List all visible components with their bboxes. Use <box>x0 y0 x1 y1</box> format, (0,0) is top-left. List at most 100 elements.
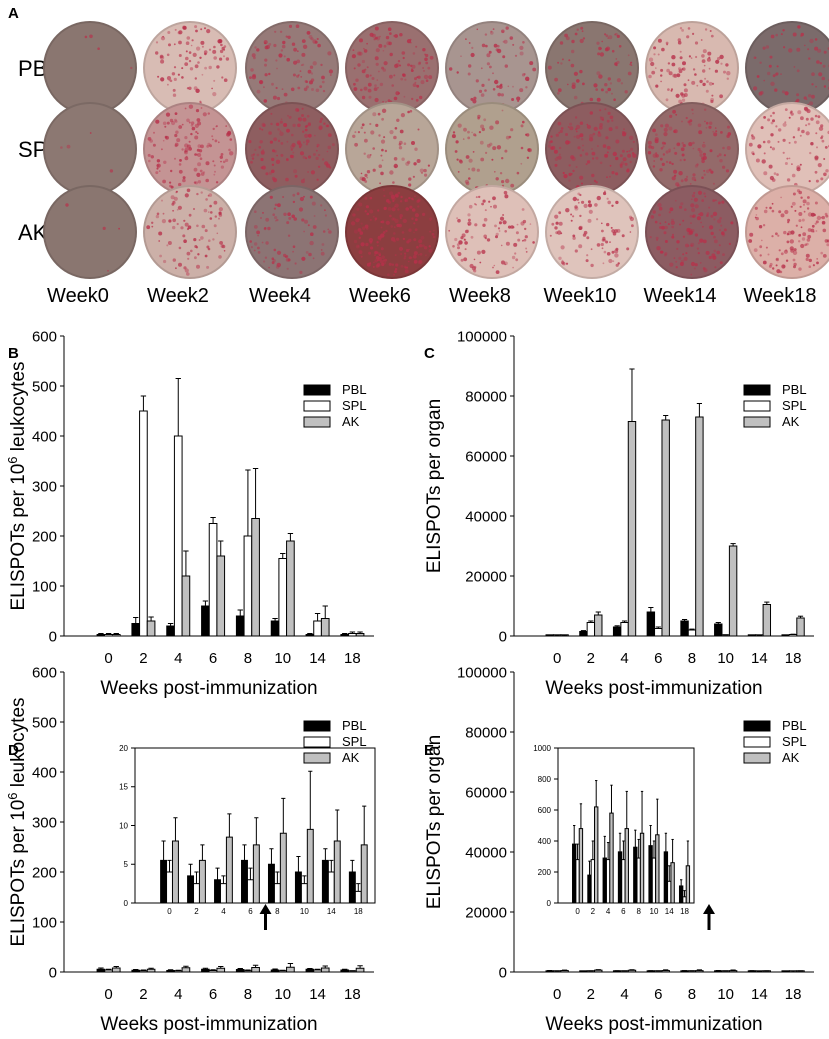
spot <box>822 228 827 233</box>
spot <box>197 180 202 184</box>
spot <box>806 109 811 114</box>
spot <box>770 34 775 39</box>
spot <box>820 136 823 140</box>
bar <box>279 832 287 904</box>
x-axis-title: Weeks post-immunization <box>100 1014 317 1035</box>
spot <box>195 29 198 33</box>
spot <box>260 157 264 162</box>
spot <box>798 219 802 223</box>
spot <box>681 98 686 102</box>
spot <box>182 176 186 180</box>
spot <box>599 116 602 118</box>
spot <box>507 85 510 88</box>
spot <box>631 152 635 155</box>
spot <box>790 248 795 253</box>
spot <box>667 62 671 65</box>
spot <box>301 107 304 110</box>
spot <box>482 199 486 203</box>
legend-label: SPL <box>342 734 367 749</box>
spot <box>523 238 527 242</box>
spot <box>212 92 217 97</box>
spot <box>174 144 178 148</box>
spot <box>588 203 592 208</box>
elispot-well <box>143 102 237 196</box>
spot <box>624 162 628 166</box>
spot <box>655 67 657 69</box>
spot <box>200 191 203 194</box>
spot <box>218 211 222 215</box>
bar <box>354 890 362 904</box>
spot <box>568 172 572 177</box>
spot <box>769 146 772 149</box>
spot <box>294 262 297 265</box>
spot <box>575 124 581 130</box>
spot <box>301 218 305 222</box>
spot <box>560 127 564 130</box>
spot <box>457 246 460 250</box>
spot <box>201 45 204 48</box>
spot <box>413 251 418 256</box>
spot <box>651 70 656 75</box>
spot <box>398 246 404 251</box>
spot <box>377 112 381 116</box>
spot <box>478 131 481 134</box>
spot <box>781 264 786 269</box>
spot <box>214 139 218 143</box>
spot <box>791 201 796 206</box>
x-tick-label: 6 <box>621 907 626 916</box>
spot <box>253 249 256 252</box>
spot <box>692 68 696 71</box>
spot <box>532 241 535 244</box>
x-tick-label: 0 <box>553 650 561 667</box>
bar <box>270 969 280 973</box>
spot <box>714 266 717 269</box>
spot <box>372 147 376 150</box>
spot <box>626 247 630 251</box>
spot <box>283 55 286 58</box>
spot <box>180 226 184 230</box>
spot <box>680 202 684 206</box>
spot <box>399 64 402 67</box>
spot <box>717 57 721 61</box>
spot <box>803 106 808 111</box>
spot <box>177 31 181 35</box>
spot <box>452 131 456 134</box>
x-tick-label: 18 <box>680 907 689 916</box>
spot <box>429 230 432 233</box>
spot <box>290 148 293 151</box>
spot <box>261 128 264 131</box>
spot <box>768 64 772 68</box>
spot <box>778 210 782 214</box>
spot <box>595 156 599 160</box>
spot <box>671 55 676 60</box>
spot <box>400 195 403 199</box>
spot <box>404 198 409 202</box>
spot <box>158 231 163 236</box>
spot <box>504 230 508 233</box>
spot <box>89 34 93 39</box>
spot <box>671 235 675 239</box>
spot <box>478 89 483 93</box>
spot <box>690 57 693 59</box>
spot <box>172 93 177 97</box>
spot <box>776 269 781 274</box>
spot <box>796 47 801 52</box>
spot <box>780 33 783 36</box>
spot <box>275 122 280 127</box>
spot <box>369 209 374 214</box>
legend-swatch <box>743 384 771 396</box>
row-label: AK <box>18 220 48 245</box>
spot <box>89 132 92 134</box>
spot <box>288 24 293 28</box>
x-tick-label: 10 <box>274 986 291 1003</box>
spot <box>604 33 607 36</box>
well-rim <box>745 185 829 279</box>
spot <box>671 176 676 181</box>
spot <box>524 227 527 231</box>
spot <box>570 63 575 68</box>
spot <box>668 161 672 164</box>
spot <box>499 216 505 221</box>
spot <box>689 183 692 185</box>
spot <box>705 127 708 129</box>
spot <box>711 253 716 258</box>
